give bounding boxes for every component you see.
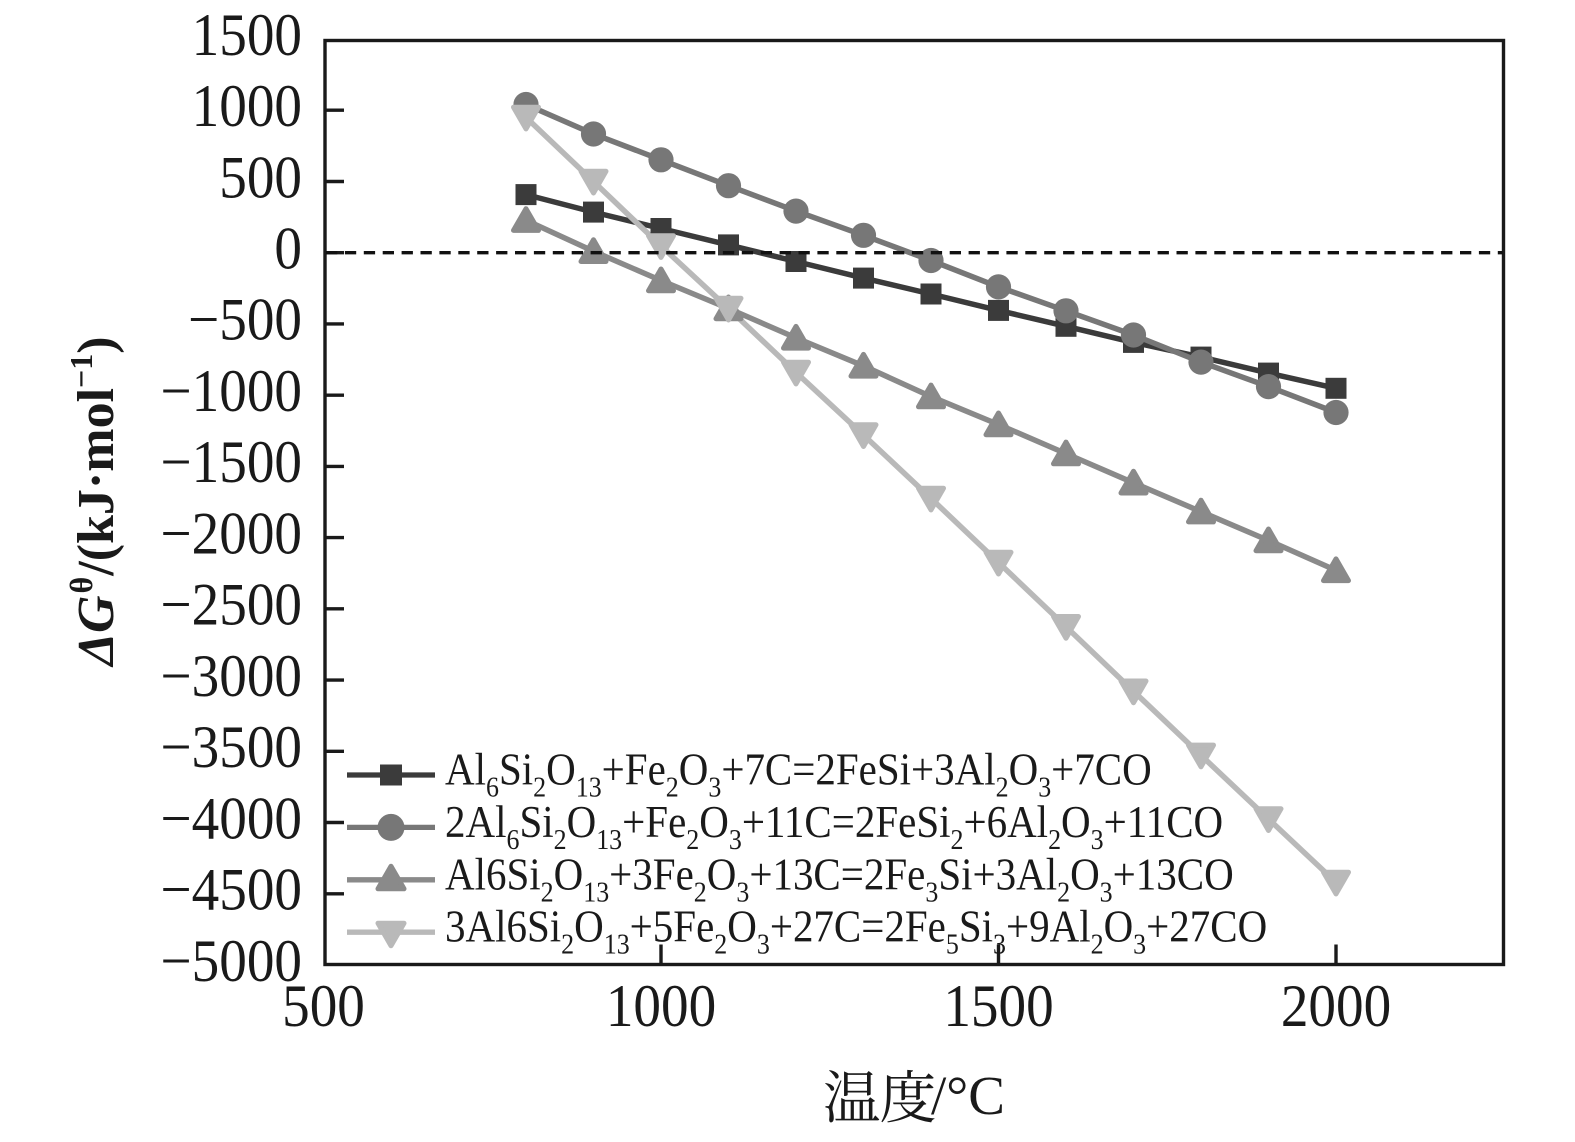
svg-text:−4500: −4500 — [161, 858, 302, 924]
svg-text:1000: 1000 — [192, 74, 302, 140]
svg-text:1500: 1500 — [943, 974, 1053, 1040]
svg-text:Al6Si2​O13​+3Fe2​O3​+13C=2Fe3​: Al6Si2​O13​+3Fe2​O3​+13C=2Fe3​Si+3Al2​O3… — [445, 851, 1234, 908]
svg-text:1000: 1000 — [606, 974, 716, 1040]
svg-text:−1000: −1000 — [161, 359, 302, 425]
svg-text:−1500: −1500 — [161, 430, 302, 496]
svg-text:−500: −500 — [188, 288, 302, 354]
svg-text:500: 500 — [219, 145, 302, 211]
svg-text:−3500: −3500 — [161, 715, 302, 781]
svg-text:−5000: −5000 — [161, 929, 302, 995]
svg-text:500: 500 — [282, 974, 365, 1040]
svg-text:ΔGθ/(kJ·mol−1): ΔGθ/(kJ·mol−1) — [63, 336, 125, 667]
svg-text:−2500: −2500 — [161, 573, 302, 639]
svg-text:−2000: −2000 — [161, 501, 302, 567]
svg-text:−4000: −4000 — [161, 786, 302, 852]
svg-text:2000: 2000 — [1281, 974, 1391, 1040]
svg-text:−3000: −3000 — [161, 644, 302, 710]
svg-text:0: 0 — [274, 216, 302, 282]
svg-text:3Al6Si2​O13​+5Fe2​O3​+27C=2Fe5: 3Al6Si2​O13​+5Fe2​O3​+27C=2Fe5​Si3​+9Al2… — [445, 903, 1267, 960]
svg-text:/°C: /°C — [931, 1065, 1005, 1126]
svg-text:Al6​Si2​O13​+Fe2​O3​+7C=2FeSi+: Al6​Si2​O13​+Fe2​O3​+7C=2FeSi+3Al2​O3​+7… — [445, 746, 1152, 803]
svg-text:1500: 1500 — [192, 3, 302, 69]
